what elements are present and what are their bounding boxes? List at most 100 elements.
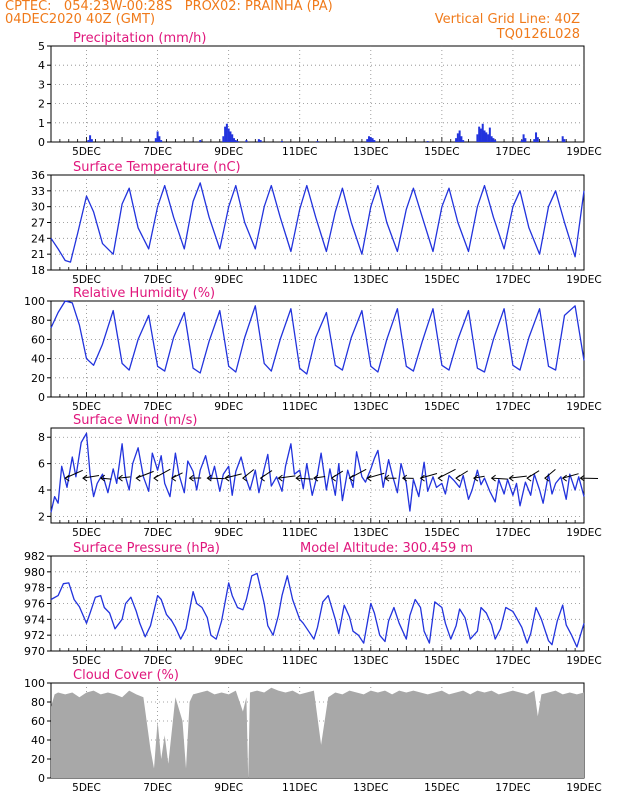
precip-bar [368,136,371,142]
precip-bar [485,132,488,142]
precip-xtick-label: 15DEC [424,146,459,158]
precip-bar [232,138,235,142]
wind-arrow [82,475,100,479]
temp-ytick-label: 27 [31,217,45,230]
precip-bar [479,128,482,142]
temp-title: Surface Temperature (nC) [73,160,241,175]
wind-arrow-head [188,474,194,482]
header-location: CPTEC: 054:23W-00:28S PROX02: PRAINHA (P… [5,0,333,14]
precip-bar [481,123,484,142]
precip-bar [483,130,486,142]
wind-arrow [65,469,83,479]
temp-ytick-label: 18 [31,264,45,277]
precip-bar [490,136,493,142]
cloud-xtick-label: 9DEC [214,782,243,794]
wind-arrow [136,470,154,479]
pres-ytick-label: 972 [24,629,45,642]
wind-xtick-label: 17DEC [495,527,530,539]
temp-xtick-label: 15DEC [424,274,459,286]
wind-arrow-head [579,474,585,482]
wind-arrow [367,472,385,479]
precip-ytick-label: 3 [38,78,45,91]
rh-frame [50,300,585,398]
rh-xtick-label: 5DEC [72,401,101,413]
precip-xtick-label: 7DEC [143,146,172,158]
precip-bar [426,141,429,142]
pres-ytick-label: 974 [24,613,45,626]
rh-xtick-label: 17DEC [495,401,530,413]
wind-xtick-label: 15DEC [424,527,459,539]
wind-arrow [438,468,456,479]
precip-xtick-label: 13DEC [353,146,388,158]
cloud-xtick-label: 7DEC [143,782,172,794]
precip-bar [236,141,239,142]
wind-arrow-head [348,474,354,482]
pres-ytick-label: 970 [24,645,45,658]
cloud-xtick-label: 17DEC [495,782,530,794]
precip-bar [371,138,374,142]
precip-bar [316,141,319,142]
temp-series-line [50,182,585,263]
pres-xtick-label: 15DEC [424,655,459,667]
precip-bar [156,131,159,142]
wind-xtick-label: 9DEC [214,527,243,539]
temp-xtick-label: 7DEC [143,274,172,286]
pres-xtick-label: 13DEC [353,655,388,667]
cloud-xtick-label: 13DEC [353,782,388,794]
wind-arrow-head [64,474,70,482]
temp-xtick-label: 5DEC [72,274,101,286]
pres-ytick-label: 982 [24,550,45,563]
wind-xtick-label: 13DEC [353,527,388,539]
temp-xtick-label: 9DEC [214,274,243,286]
wind-xtick-label: 19DEC [566,527,601,539]
precip-bar [536,137,539,142]
pres-xtick-label: 11DEC [282,655,317,667]
wind-arrow [224,473,242,479]
precip-bar [494,140,497,142]
precip-bar [533,139,536,142]
cloud-title: Cloud Cover (%) [73,668,179,683]
precip-bar [487,134,490,142]
wind-arrow-head [242,474,248,482]
rh-title: Relative Humidity (%) [73,286,215,301]
wind-arrow-head [455,474,461,482]
precip-bar [259,140,262,142]
rh-xtick-label: 13DEC [353,401,388,413]
rh-xtick-label: 11DEC [282,401,317,413]
wind-arrow [313,475,326,479]
precip-bar [90,139,93,142]
rh-xtick-label: 15DEC [424,401,459,413]
precip-bar [455,138,458,142]
precip-bar [373,140,376,142]
wind-arrow-head [313,474,319,482]
wind-title: Surface Wind (m/s) [73,413,197,428]
precip-ytick-label: 1 [38,117,45,130]
precip-bar [257,139,260,142]
precip-bar [476,134,479,142]
rh-ytick-label: 0 [38,391,45,404]
wind-xtick-label: 5DEC [72,527,101,539]
header-grid-note: Vertical Grid Line: 40Z [434,12,580,27]
rh-xtick-label: 19DEC [566,401,601,413]
wind-arrow-head [490,474,496,482]
precip-bar [154,138,157,142]
temp-xtick-label: 17DEC [495,274,530,286]
cloud-ytick-label: 100 [24,677,45,690]
precip-bar [456,133,459,142]
precip-ytick-label: 2 [38,98,45,111]
cloud-ytick-label: 40 [31,734,45,747]
wind-arrow-head [508,474,514,482]
header-datetime: 04DEC2020 40Z (GMT) [5,12,156,27]
wind-ytick-label: 4 [38,484,45,497]
precip-frame [50,45,585,143]
temp-xtick-label: 19DEC [566,274,601,286]
precip-bar [222,136,225,142]
precip-bar [229,131,232,142]
precip-xtick-label: 11DEC [282,146,317,158]
wind-xtick-label: 7DEC [143,527,172,539]
temp-ytick-label: 33 [31,185,45,198]
precip-bar [280,141,283,142]
wind-arrow-head [259,474,265,482]
precip-bar [520,140,523,142]
precip-bar [89,135,92,142]
